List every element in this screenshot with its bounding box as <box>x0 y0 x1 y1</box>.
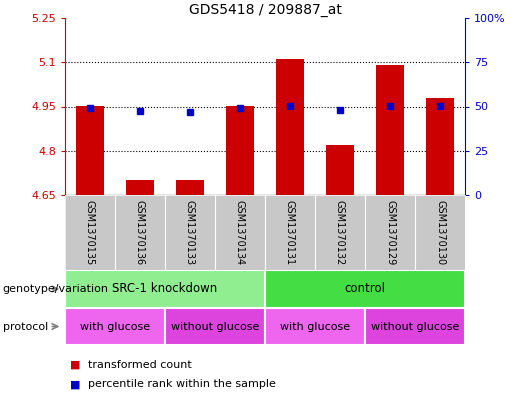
Bar <box>176 180 204 195</box>
Bar <box>365 308 465 345</box>
Bar <box>226 107 254 195</box>
Text: GSM1370129: GSM1370129 <box>385 200 395 265</box>
Text: GSM1370136: GSM1370136 <box>135 200 145 265</box>
Bar <box>426 97 454 195</box>
Text: SRC-1 knockdown: SRC-1 knockdown <box>112 283 217 296</box>
Bar <box>126 180 153 195</box>
Text: without glucose: without glucose <box>171 321 259 332</box>
Bar <box>276 59 304 195</box>
Text: without glucose: without glucose <box>371 321 459 332</box>
Text: protocol: protocol <box>3 321 48 332</box>
Text: ■: ■ <box>70 379 80 389</box>
Text: GSM1370130: GSM1370130 <box>435 200 445 265</box>
Text: with glucose: with glucose <box>280 321 350 332</box>
Text: ■: ■ <box>70 360 80 370</box>
Text: control: control <box>345 283 386 296</box>
Bar <box>265 270 465 308</box>
Text: GSM1370133: GSM1370133 <box>185 200 195 265</box>
Bar <box>65 270 265 308</box>
Text: genotype/variation: genotype/variation <box>3 284 109 294</box>
Bar <box>76 107 104 195</box>
Bar <box>326 145 354 195</box>
Bar <box>65 308 165 345</box>
Text: GSM1370131: GSM1370131 <box>285 200 295 265</box>
Text: GSM1370134: GSM1370134 <box>235 200 245 265</box>
Text: transformed count: transformed count <box>88 360 192 370</box>
Title: GDS5418 / 209887_at: GDS5418 / 209887_at <box>188 3 341 17</box>
Bar <box>165 308 265 345</box>
Text: GSM1370132: GSM1370132 <box>335 200 345 265</box>
Text: percentile rank within the sample: percentile rank within the sample <box>88 379 276 389</box>
Text: with glucose: with glucose <box>80 321 150 332</box>
Bar <box>265 308 365 345</box>
Text: GSM1370135: GSM1370135 <box>85 200 95 265</box>
Bar <box>376 65 404 195</box>
